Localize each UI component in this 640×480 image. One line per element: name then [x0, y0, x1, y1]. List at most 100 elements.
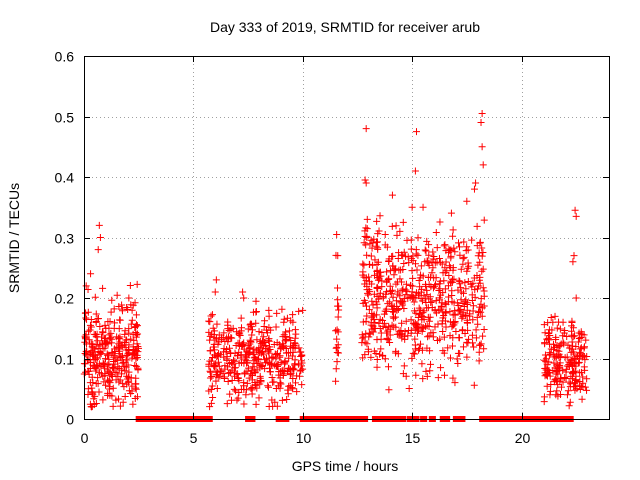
- data-point: [334, 252, 342, 260]
- data-point: [575, 329, 583, 337]
- data-point: [547, 313, 555, 321]
- data-point: [554, 370, 562, 378]
- data-point: [124, 375, 132, 383]
- data-point: [90, 395, 98, 403]
- data-point: [425, 241, 433, 249]
- data-point: [92, 380, 100, 388]
- data-point: [479, 332, 487, 340]
- data-point: [229, 324, 237, 332]
- data-point: [83, 356, 91, 364]
- data-point: [583, 386, 591, 394]
- data-point: [384, 336, 392, 344]
- data-point: [460, 302, 468, 310]
- data-point: [127, 374, 135, 382]
- data-point: [282, 344, 290, 352]
- data-point: [572, 354, 580, 362]
- data-point: [117, 353, 125, 361]
- data-point: [445, 262, 453, 270]
- data-point: [250, 366, 258, 374]
- data-point: [450, 299, 458, 307]
- data-point: [407, 236, 415, 244]
- data-point: [131, 395, 139, 403]
- data-point: [213, 371, 221, 379]
- x-tick-label: 15: [405, 430, 421, 446]
- data-point: [373, 363, 381, 371]
- data-point: [233, 396, 241, 404]
- data-point: [289, 318, 297, 326]
- data-point: [457, 284, 465, 292]
- data-point: [368, 325, 376, 333]
- data-point: [133, 340, 141, 348]
- data-point: [455, 277, 463, 285]
- data-point: [379, 352, 387, 360]
- data-point: [408, 354, 416, 362]
- data-point: [463, 267, 471, 275]
- data-point: [476, 279, 484, 287]
- data-point: [556, 375, 564, 383]
- data-point: [385, 275, 393, 283]
- data-point: [572, 212, 580, 220]
- data-point: [363, 215, 371, 223]
- data-point: [334, 296, 342, 304]
- data-point: [565, 402, 573, 410]
- data-point: [575, 348, 583, 356]
- data-point: [101, 355, 109, 363]
- data-point: [220, 329, 228, 337]
- data-point: [293, 372, 301, 380]
- x-tick-label: 10: [296, 430, 312, 446]
- data-point: [283, 396, 291, 404]
- data-point: [370, 315, 378, 323]
- data-point: [206, 332, 214, 340]
- data-point: [431, 259, 439, 267]
- data-point: [476, 239, 484, 247]
- data-point: [465, 335, 473, 343]
- data-point: [417, 312, 425, 320]
- x-tick-label: 0: [81, 430, 89, 446]
- data-point: [436, 335, 444, 343]
- data-point: [132, 385, 140, 393]
- data-point: [363, 286, 371, 294]
- data-point: [367, 321, 375, 329]
- data-point: [569, 324, 577, 332]
- data-point: [408, 292, 416, 300]
- data-point: [118, 305, 126, 313]
- data-point: [363, 233, 371, 241]
- data-point: [289, 311, 297, 319]
- data-point: [248, 376, 256, 384]
- data-point: [551, 312, 559, 320]
- data-point: [364, 348, 372, 356]
- data-point: [549, 318, 557, 326]
- data-point: [456, 280, 464, 288]
- data-point: [379, 322, 387, 330]
- data-point: [399, 285, 407, 293]
- data-point: [418, 297, 426, 305]
- data-point: [418, 360, 426, 368]
- data-point: [243, 379, 251, 387]
- data-point: [544, 334, 552, 342]
- data-point: [113, 343, 121, 351]
- data-point: [291, 334, 299, 342]
- data-point: [424, 313, 432, 321]
- y-tick-label: 0.6: [55, 49, 75, 65]
- data-point: [402, 317, 410, 325]
- data-point: [379, 317, 387, 325]
- data-point: [206, 367, 214, 375]
- grid-lines: [84, 56, 609, 419]
- data-point: [118, 301, 126, 309]
- data-point: [557, 340, 565, 348]
- data-point: [369, 312, 377, 320]
- data-point: [240, 294, 248, 302]
- data-point: [557, 383, 565, 391]
- data-point: [272, 323, 280, 331]
- data-point: [449, 374, 457, 382]
- data-point: [208, 373, 216, 381]
- data-point: [84, 285, 92, 293]
- data-point: [101, 364, 109, 372]
- data-point: [425, 251, 433, 259]
- data-point: [105, 331, 113, 339]
- data-point: [378, 283, 386, 291]
- data-point: [579, 383, 587, 391]
- data-point: [205, 317, 213, 325]
- data-point: [456, 350, 464, 358]
- data-point: [423, 322, 431, 330]
